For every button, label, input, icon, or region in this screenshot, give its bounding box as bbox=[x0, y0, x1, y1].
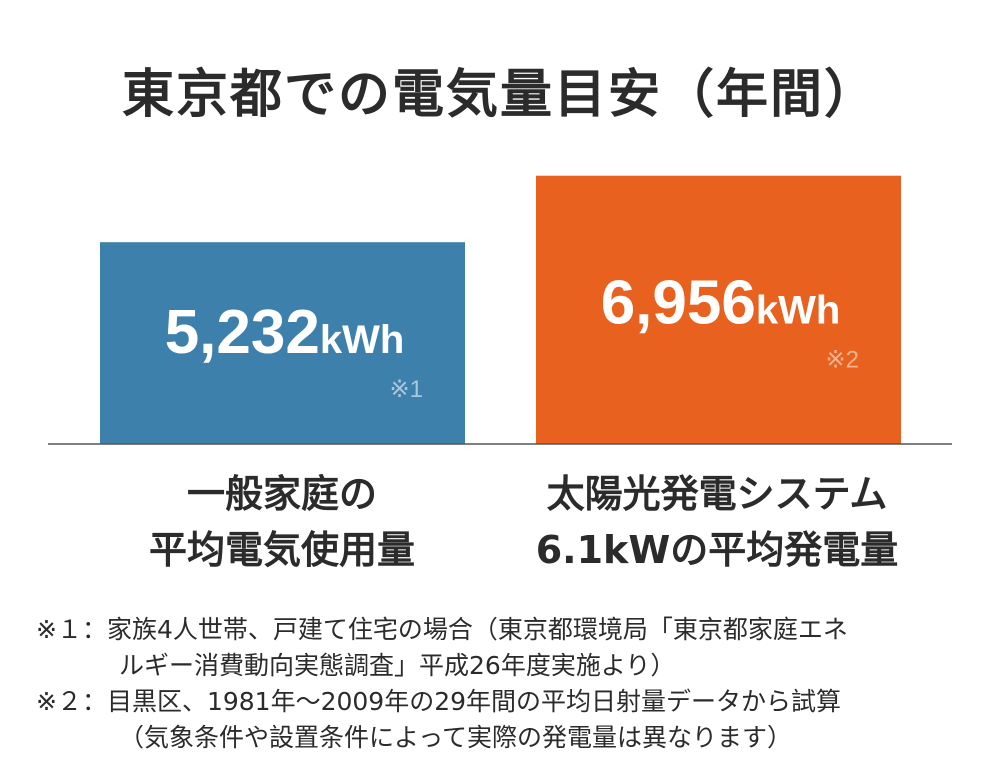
footnotes: ※１：家族4人世帯、戸建て住宅の場合（東京都環境局「東京都家庭エネ ルギー消費動… bbox=[36, 612, 976, 756]
footnote-line: ※１：家族4人世帯、戸建て住宅の場合（東京都環境局「東京都家庭エネ bbox=[36, 615, 848, 644]
bar-value-label: 5,232kWh bbox=[165, 298, 405, 367]
category-label-household: 一般家庭の 平均電気使用量 bbox=[62, 466, 502, 578]
category-label-line: 6.1kWの平均発電量 bbox=[535, 528, 899, 572]
chart-title: 東京都での電気量目安（年間） bbox=[121, 65, 878, 125]
bar-value-label: 6,956kWh bbox=[601, 268, 841, 337]
category-label-line: 一般家庭の bbox=[186, 472, 377, 516]
bar-footnote-marker: ※1 bbox=[390, 376, 423, 403]
footnote-line: （気象条件や設置条件によって実際の発電量は異なります） bbox=[119, 723, 793, 752]
bar bbox=[100, 242, 465, 444]
category-label-solar: 太陽光発電システム 6.1kWの平均発電量 bbox=[497, 466, 937, 578]
footnote-line: ルギー消費動向実態調査」平成26年度実施より） bbox=[119, 651, 676, 680]
category-label-line: 平均電気使用量 bbox=[148, 528, 415, 572]
bar-footnote-marker: ※2 bbox=[826, 346, 859, 373]
bar bbox=[536, 175, 901, 444]
category-label-line: 太陽光発電システム bbox=[546, 472, 888, 516]
footnote-line: ※２：目黒区、1981年〜2009年の29年間の平均日射量データから試算 bbox=[36, 687, 842, 716]
